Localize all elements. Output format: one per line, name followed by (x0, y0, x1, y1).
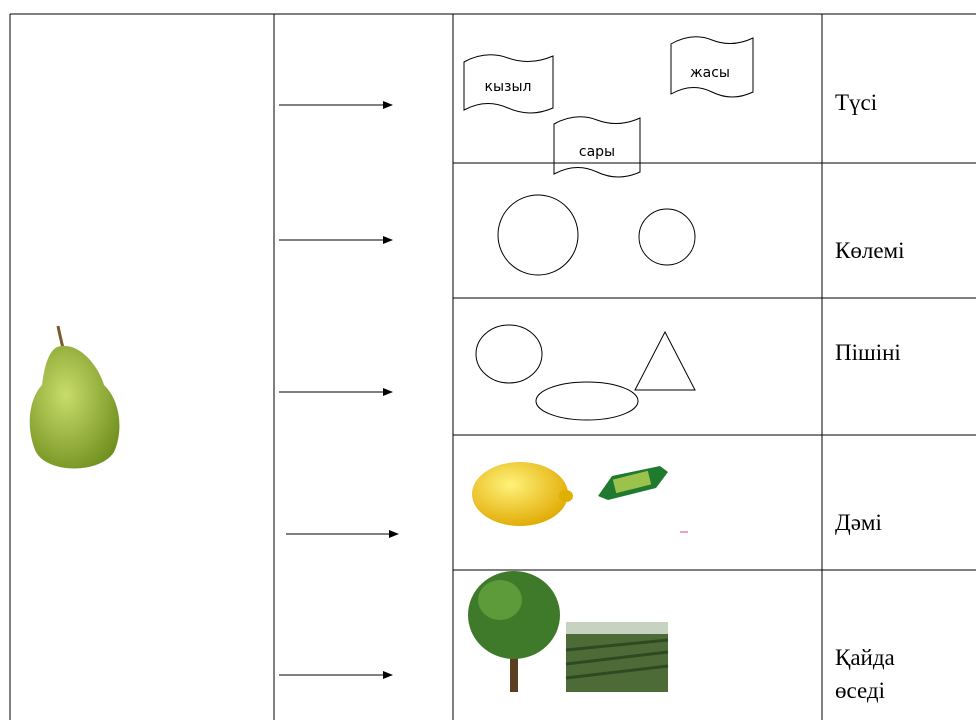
row-label: Түсі (835, 90, 877, 115)
row-label: Пішіні (835, 340, 901, 365)
table-grid (9, 13, 976, 720)
row-label: өседі (835, 678, 885, 703)
growth-images (468, 571, 669, 692)
tag-text: жасы (690, 65, 730, 81)
taste-images (472, 462, 688, 533)
color-flags: кызыл жасы сары (463, 36, 754, 178)
pear-image (29, 325, 120, 469)
shape-figures (475, 324, 696, 421)
row-labels: Түсі Көлемі Пішіні Дәмі Қайда өседі (835, 90, 904, 703)
row-label: Көлемі (835, 238, 904, 263)
tag-text: сары (579, 144, 615, 160)
size-circles (497, 194, 696, 276)
arrows (279, 101, 399, 679)
row-label: Дәмі (835, 510, 882, 535)
row-label: Қайда (835, 645, 895, 670)
tag-text: кызыл (485, 79, 532, 95)
